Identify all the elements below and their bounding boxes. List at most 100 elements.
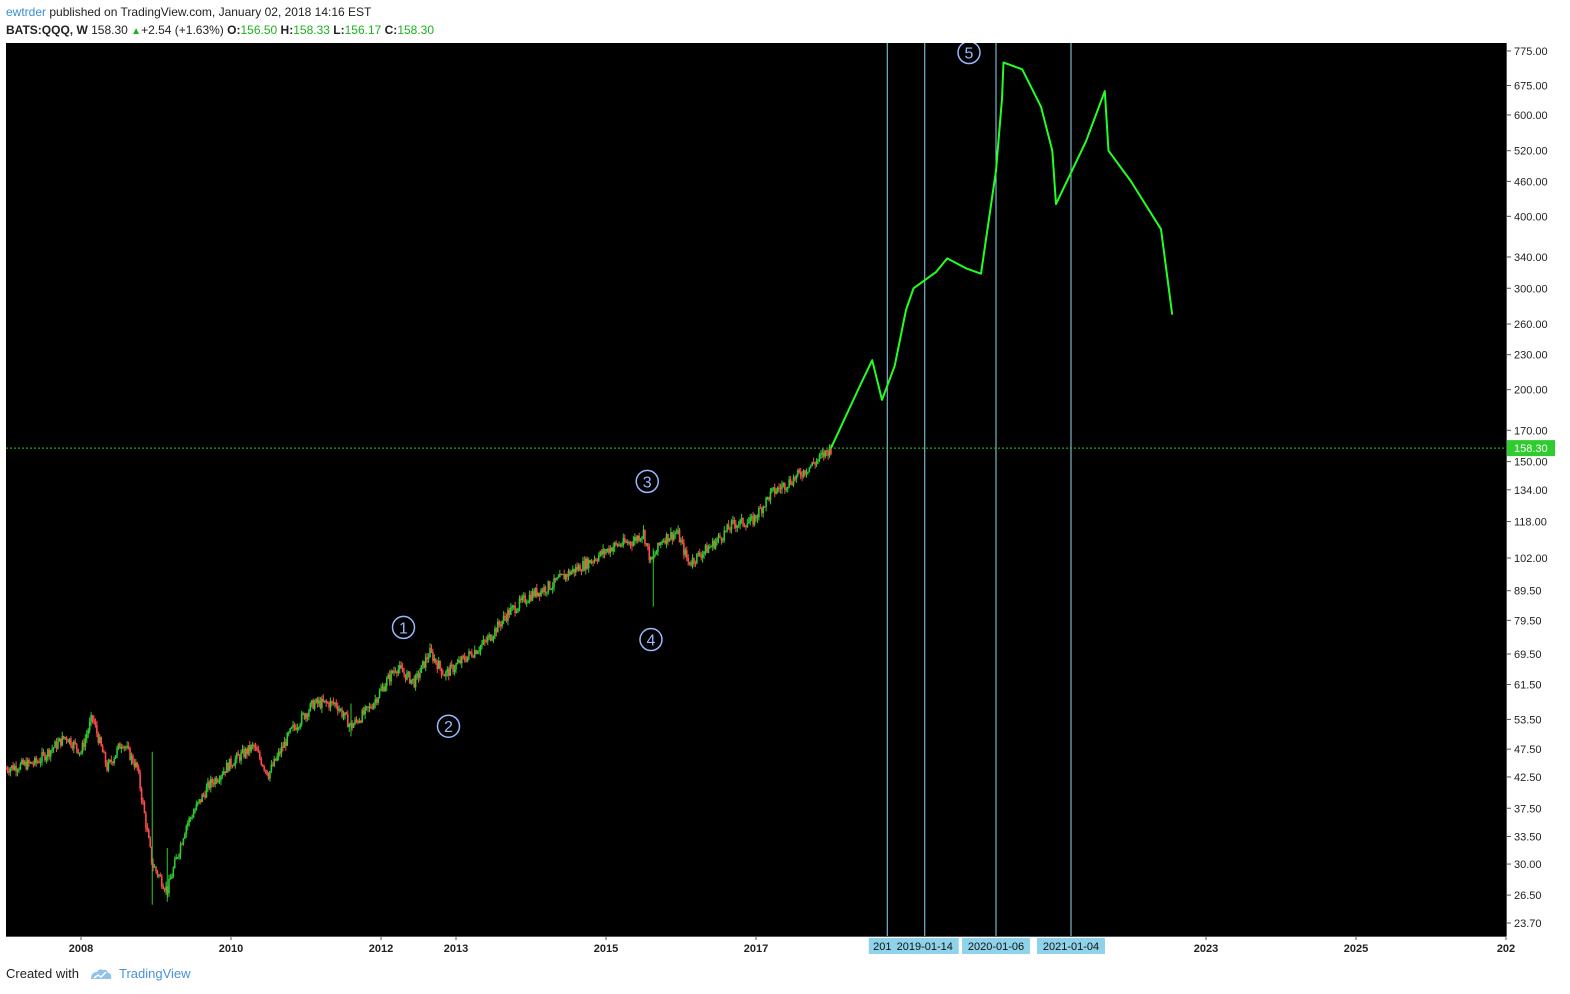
candle-body (378, 690, 381, 698)
price-tick-label: 260.00 (1514, 319, 1548, 331)
candle-body (283, 741, 286, 748)
candle-body (791, 484, 793, 486)
candle-body (807, 471, 809, 473)
candle-body (329, 701, 332, 708)
price-tick-label: 118.00 (1514, 517, 1547, 529)
candle-body (211, 779, 214, 784)
candle-body (701, 554, 704, 558)
date-badge-label: 2021-01-04 (1043, 941, 1099, 953)
tradingview-brand-link[interactable]: TradingView (118, 966, 191, 981)
candle-body (665, 534, 668, 544)
candle-body (727, 524, 730, 530)
candle-body (815, 461, 818, 465)
candle-body (430, 647, 433, 653)
candle-body (312, 700, 315, 709)
candle-body (400, 665, 402, 668)
candle-body (597, 555, 600, 561)
candle-body (277, 751, 280, 757)
candle-body (62, 735, 65, 739)
candle-body (750, 516, 753, 518)
author-link[interactable]: ewtrder (6, 5, 47, 19)
candle-body (641, 536, 643, 539)
candle-body (124, 746, 127, 748)
candle-body (383, 686, 385, 692)
candle-body (564, 574, 567, 580)
candle-body (544, 586, 547, 593)
candle-body (352, 724, 355, 728)
candle-body (518, 598, 521, 609)
candle-body (697, 552, 700, 554)
candle-body (188, 818, 190, 823)
candle-body (122, 747, 124, 749)
candle-body (120, 747, 123, 749)
candle-body (776, 487, 779, 492)
candle-body (299, 724, 302, 728)
candle-body (60, 738, 62, 746)
candle-body (593, 559, 596, 562)
candle-body (9, 768, 12, 773)
candle-body (65, 737, 68, 740)
candle-body (720, 537, 723, 541)
candle-body (804, 470, 806, 475)
tradingview-logo-icon[interactable] (89, 967, 113, 981)
candle-body (622, 538, 625, 546)
candle-body (543, 586, 545, 593)
candle-body (729, 529, 731, 531)
date-badge (890, 938, 959, 954)
candle-body (642, 530, 645, 537)
candle-body (623, 538, 626, 543)
candle-body (184, 833, 186, 839)
plot-background (6, 43, 1506, 936)
candle-body (521, 597, 524, 601)
candle-body (393, 670, 395, 673)
candle-body (585, 558, 587, 570)
candle-body (717, 535, 720, 540)
candle-body (381, 686, 384, 689)
candle-body (449, 664, 452, 676)
candle-body (733, 520, 736, 525)
candle-body (220, 775, 222, 781)
candle-body (649, 557, 652, 561)
candle-body (228, 758, 231, 772)
candle-body (423, 661, 426, 668)
candle-body (207, 781, 209, 788)
candle-body (51, 748, 53, 751)
candle-body (735, 524, 737, 528)
candle-body (419, 672, 421, 678)
candle-body (631, 544, 633, 546)
candle-body (303, 713, 306, 719)
candle-body (766, 497, 769, 499)
candle-body (602, 549, 604, 555)
date-badge (962, 938, 1030, 954)
chart-area[interactable]: 23.70 26.50 30.00 33.50 37.50 42.50 47.50 53.50… (5, 40, 1568, 957)
candle-body (812, 462, 815, 464)
candle-body (501, 620, 503, 627)
candle-body (628, 541, 630, 544)
candle-body (96, 725, 98, 734)
price-tick-label: 775.00 (1514, 46, 1548, 58)
candle-body (321, 698, 323, 709)
candle-body (172, 867, 175, 877)
candle-body (486, 637, 489, 642)
candle-body (547, 581, 550, 592)
candle-body (361, 710, 364, 723)
price-chart[interactable]: 23.70 26.50 30.00 33.50 37.50 42.50 47.50 53.50… (5, 40, 1568, 957)
candle-body (691, 558, 694, 565)
candle-body (106, 763, 108, 771)
price-tick-label: 200.00 (1514, 385, 1548, 397)
candle-body (158, 874, 160, 876)
candle-body (195, 804, 198, 810)
candle-body (150, 846, 153, 864)
candle-body (595, 559, 597, 561)
candle-body (325, 700, 327, 703)
year-tick-label: 2017 (744, 943, 768, 955)
candle-body (778, 487, 780, 489)
candle-body (135, 762, 137, 767)
candle-body (429, 647, 431, 658)
candle-body (781, 485, 783, 490)
candle-body (811, 462, 814, 466)
candle-body (638, 535, 640, 541)
candle-body (94, 722, 97, 726)
candle-body (551, 586, 554, 589)
candle-body (817, 459, 819, 462)
